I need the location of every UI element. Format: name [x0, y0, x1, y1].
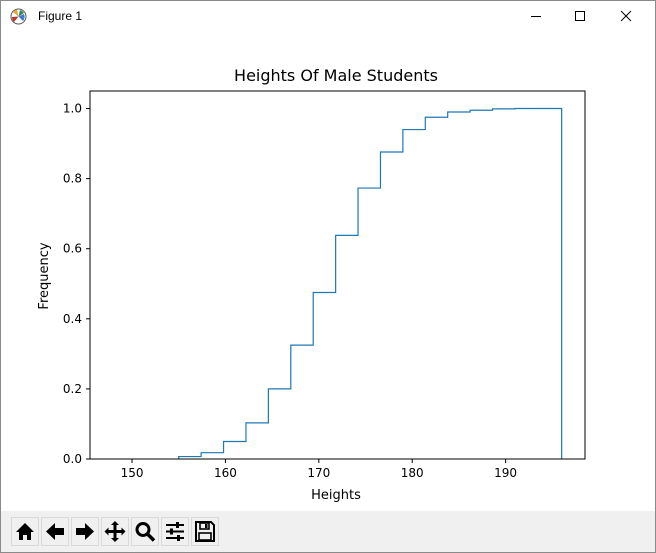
- histogram-plot: Heights Of Male Students 150 160 170 180 190…: [37, 66, 586, 503]
- figure-canvas[interactable]: Heights Of Male Students 150 160 170 180 190…: [1, 31, 655, 511]
- save-button[interactable]: [191, 517, 219, 546]
- forward-button[interactable]: [71, 517, 99, 546]
- chart-title: Heights Of Male Students: [234, 66, 438, 85]
- y-tick-label: 0.0: [63, 452, 82, 466]
- x-tick-label: 170: [307, 466, 330, 480]
- axes: 150 160 170 180 190 0.0 0.2 0.4 0.6 0.8 1.0: [63, 90, 586, 480]
- arrow-right-icon: [76, 523, 94, 540]
- histogram-step-line: [178, 107, 563, 459]
- y-tick-label: 0.4: [63, 312, 82, 326]
- arrow-left-icon: [46, 523, 64, 540]
- matplotlib-logo-icon: [10, 8, 27, 25]
- sliders-icon: [166, 522, 184, 541]
- x-tick-label: 160: [214, 466, 237, 480]
- y-tick-label: 0.2: [63, 382, 82, 396]
- magnifier-icon: [135, 522, 156, 542]
- zoom-button[interactable]: [131, 517, 159, 546]
- move-icon: [104, 521, 126, 542]
- minimize-button[interactable]: [513, 1, 559, 31]
- title-bar[interactable]: Figure 1: [1, 1, 655, 31]
- home-icon: [16, 523, 34, 540]
- x-tick-label: 150: [121, 466, 144, 480]
- y-tick-label: 0.6: [63, 242, 82, 256]
- floppy-disk-icon: [195, 521, 215, 542]
- back-button[interactable]: [41, 517, 69, 546]
- minimize-icon: [531, 16, 541, 17]
- y-tick-label: 1.0: [63, 102, 82, 116]
- x-axis-label: Heights: [311, 488, 361, 503]
- maximize-icon: [575, 11, 585, 21]
- navigation-toolbar: [1, 511, 655, 552]
- axes-frame: [89, 90, 586, 460]
- pan-button[interactable]: [101, 517, 129, 546]
- y-axis-label: Frequency: [37, 242, 52, 309]
- x-tick-label: 190: [494, 466, 517, 480]
- window-title: Figure 1: [38, 9, 83, 23]
- configure-subplots-button[interactable]: [161, 517, 189, 546]
- close-button[interactable]: [603, 1, 649, 31]
- home-button[interactable]: [11, 517, 39, 546]
- x-tick-label: 180: [401, 466, 424, 480]
- close-icon: [620, 10, 632, 22]
- maximize-button[interactable]: [557, 1, 603, 31]
- y-tick-label: 0.8: [63, 172, 82, 186]
